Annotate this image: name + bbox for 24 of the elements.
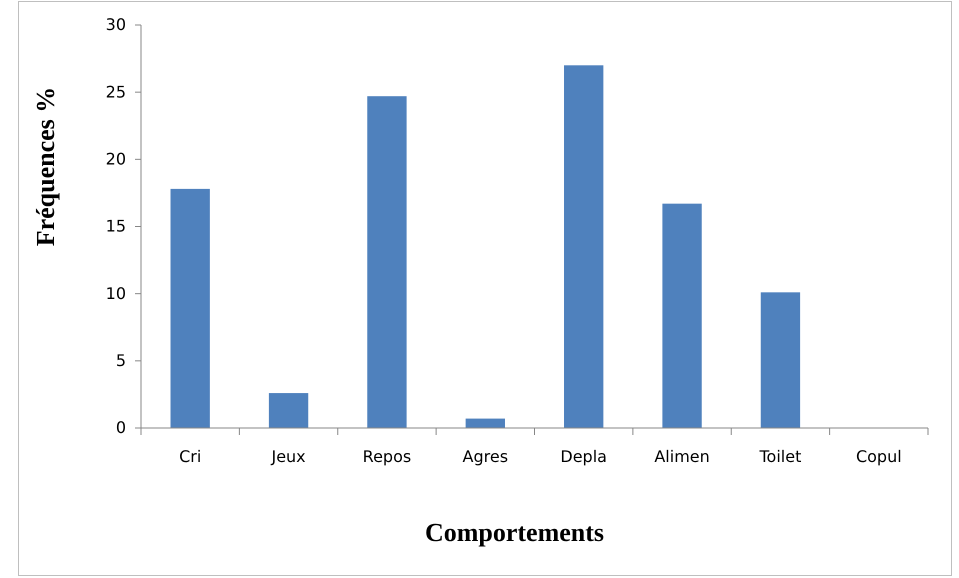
x-tick-label: Agres: [462, 447, 508, 466]
y-tick-label: 15: [106, 216, 126, 236]
x-tick-label: Jeux: [270, 447, 306, 466]
y-tick-label: 25: [106, 82, 126, 102]
bar: [564, 65, 604, 428]
x-tick-label: Cri: [179, 447, 202, 466]
y-axis-title: Fréquences %: [31, 86, 60, 246]
x-tick-label: Repos: [362, 447, 412, 466]
x-tick-label: Depla: [560, 447, 607, 466]
bar: [466, 418, 505, 428]
y-tick-label: 10: [106, 284, 126, 303]
x-tick-label: Alimen: [654, 447, 710, 466]
bar: [268, 393, 308, 428]
x-tick-label: Copul: [856, 447, 902, 466]
x-axis-title: Comportements: [424, 518, 604, 547]
bar: [662, 204, 702, 428]
bar: [760, 292, 800, 428]
y-tick-label: 0: [116, 418, 126, 438]
y-tick-label: 20: [106, 149, 126, 168]
bar: [170, 188, 210, 428]
x-tick-label: Toilet: [758, 447, 802, 466]
bar: [367, 96, 407, 428]
y-tick-label: 5: [116, 350, 126, 370]
y-tick-label: 30: [106, 15, 126, 34]
